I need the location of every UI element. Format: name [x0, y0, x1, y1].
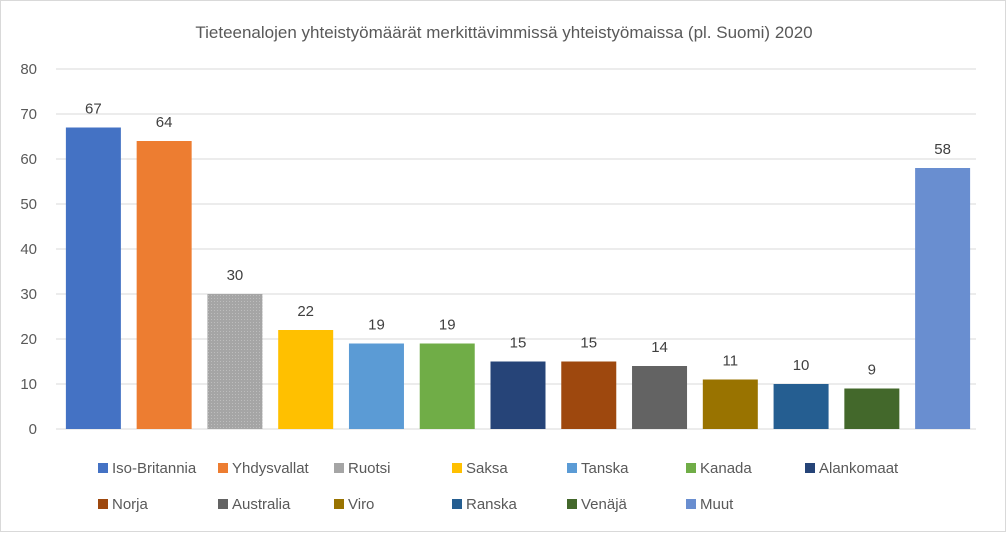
legend-swatch [334, 499, 344, 509]
bar-tanska [348, 343, 404, 429]
legend-label: Saksa [466, 460, 508, 477]
bars [65, 127, 971, 429]
bar-australia [632, 366, 688, 429]
legend-label: Ruotsi [348, 460, 391, 477]
legend-swatch [218, 463, 228, 473]
data-label: 10 [793, 357, 810, 374]
bar-kanada [419, 343, 475, 429]
y-tick-label-30: 30 [20, 286, 37, 303]
bar-saksa [278, 330, 334, 429]
legend-label: Tanska [581, 460, 629, 477]
y-tick-label-10: 10 [20, 376, 37, 393]
legend-label: Alankomaat [819, 460, 899, 477]
data-label: 15 [510, 335, 527, 352]
y-tick-label-50: 50 [20, 196, 37, 213]
data-label: 19 [439, 317, 456, 334]
legend-swatch [98, 499, 108, 509]
data-label: 14 [651, 339, 668, 356]
legend-label: Venäjä [581, 496, 628, 513]
y-tick-label-60: 60 [20, 151, 37, 168]
bar-norja [561, 361, 617, 429]
y-tick-label-40: 40 [20, 241, 37, 258]
data-label: 9 [868, 362, 876, 379]
legend-label: Kanada [700, 460, 752, 477]
legend-swatch [452, 463, 462, 473]
legend-label: Ranska [466, 496, 518, 513]
bar-ranska [773, 384, 829, 429]
bar-viro [702, 379, 758, 429]
bar-iso-britannia [65, 127, 121, 429]
y-tick-label-0: 0 [29, 421, 37, 438]
legend-label: Australia [232, 496, 291, 513]
bar-yhdysvallat [136, 141, 192, 429]
legend-swatch [98, 463, 108, 473]
chart-title: Tieteenalojen yhteistyömäärät merkittävi… [195, 23, 812, 42]
data-labels: 67 64 30 22 19 19 15 15 14 11 10 9 58 [85, 101, 951, 379]
legend-label: Norja [112, 496, 149, 513]
legend-swatch [218, 499, 228, 509]
data-label: 58 [934, 141, 951, 158]
data-label: 30 [227, 267, 244, 284]
legend-label: Yhdysvallat [232, 460, 310, 477]
legend-swatch [567, 499, 577, 509]
data-label: 19 [368, 317, 385, 334]
y-tick-label-80: 80 [20, 61, 37, 78]
legend-label: Muut [700, 496, 734, 513]
data-label: 22 [297, 303, 314, 320]
data-label: 11 [723, 353, 739, 370]
legend: Iso-Britannia Yhdysvallat Ruotsi Saksa Tansk… [98, 460, 899, 513]
legend-swatch [567, 463, 577, 473]
y-axis-tick-labels: 0 10 20 30 40 50 60 70 80 [20, 61, 37, 438]
legend-label: Iso-Britannia [112, 460, 197, 477]
data-label: 67 [85, 101, 102, 118]
data-label: 15 [580, 335, 597, 352]
bar-muut [915, 168, 971, 429]
legend-swatch [452, 499, 462, 509]
legend-swatch [334, 463, 344, 473]
legend-swatch [805, 463, 815, 473]
y-tick-label-20: 20 [20, 331, 37, 348]
bar-alankomaat [490, 361, 546, 429]
y-tick-label-70: 70 [20, 106, 37, 123]
bar-ruotsi [207, 294, 263, 429]
legend-swatch [686, 499, 696, 509]
data-label: 64 [156, 114, 173, 131]
bar-venäjä [844, 388, 900, 429]
legend-swatch [686, 463, 696, 473]
legend-label: Viro [348, 496, 374, 513]
